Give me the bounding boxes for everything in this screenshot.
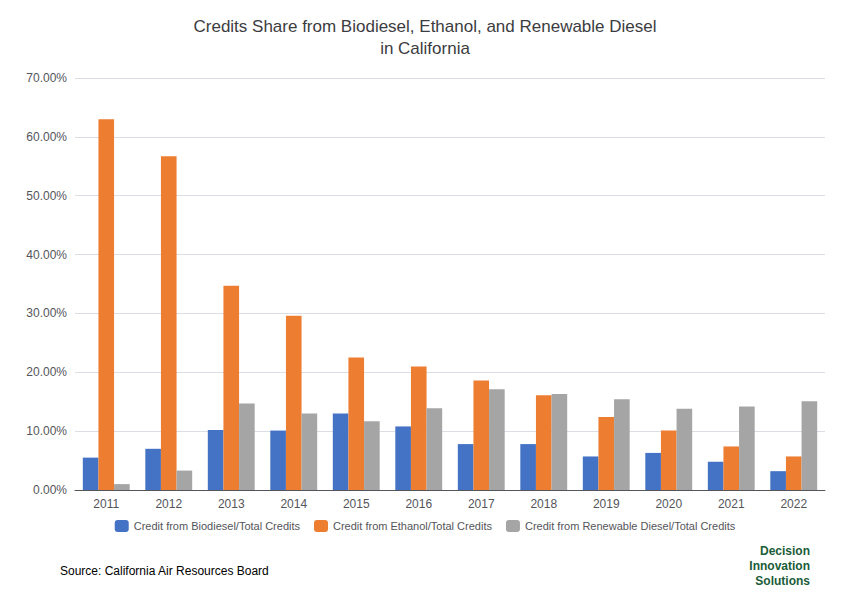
svg-text:50.00%: 50.00% <box>26 189 67 203</box>
svg-text:2022: 2022 <box>780 497 807 511</box>
svg-text:0.00%: 0.00% <box>33 483 67 497</box>
svg-text:Credit from Renewable Diesel/T: Credit from Renewable Diesel/Total Credi… <box>525 520 736 532</box>
svg-text:Credit from Biodiesel/Total Cr: Credit from Biodiesel/Total Credits <box>134 520 301 532</box>
svg-text:40.00%: 40.00% <box>26 248 67 262</box>
svg-text:Credit from Ethanol/Total Cred: Credit from Ethanol/Total Credits <box>333 520 492 532</box>
svg-text:2012: 2012 <box>155 497 182 511</box>
svg-text:2014: 2014 <box>280 497 307 511</box>
svg-text:Innovation: Innovation <box>749 559 810 573</box>
svg-text:2021: 2021 <box>718 497 745 511</box>
svg-text:30.00%: 30.00% <box>26 306 67 320</box>
svg-text:Credits Share from Biodiesel,: Credits Share from Biodiesel, Ethanol, a… <box>193 17 656 36</box>
svg-text:2018: 2018 <box>530 497 557 511</box>
svg-text:2020: 2020 <box>655 497 682 511</box>
svg-text:Source: California Air Resourc: Source: California Air Resources Board <box>60 564 269 578</box>
svg-text:Solutions: Solutions <box>755 574 810 588</box>
svg-text:2013: 2013 <box>218 497 245 511</box>
svg-text:70.00%: 70.00% <box>26 71 67 85</box>
svg-text:10.00%: 10.00% <box>26 424 67 438</box>
svg-text:2011: 2011 <box>93 497 119 511</box>
svg-text:2017: 2017 <box>468 497 495 511</box>
svg-text:Decision: Decision <box>760 544 810 558</box>
svg-text:2019: 2019 <box>593 497 620 511</box>
svg-text:in California: in California <box>380 39 470 58</box>
svg-text:2016: 2016 <box>405 497 432 511</box>
svg-text:20.00%: 20.00% <box>26 365 67 379</box>
svg-text:60.00%: 60.00% <box>26 130 67 144</box>
svg-text:2015: 2015 <box>343 497 370 511</box>
